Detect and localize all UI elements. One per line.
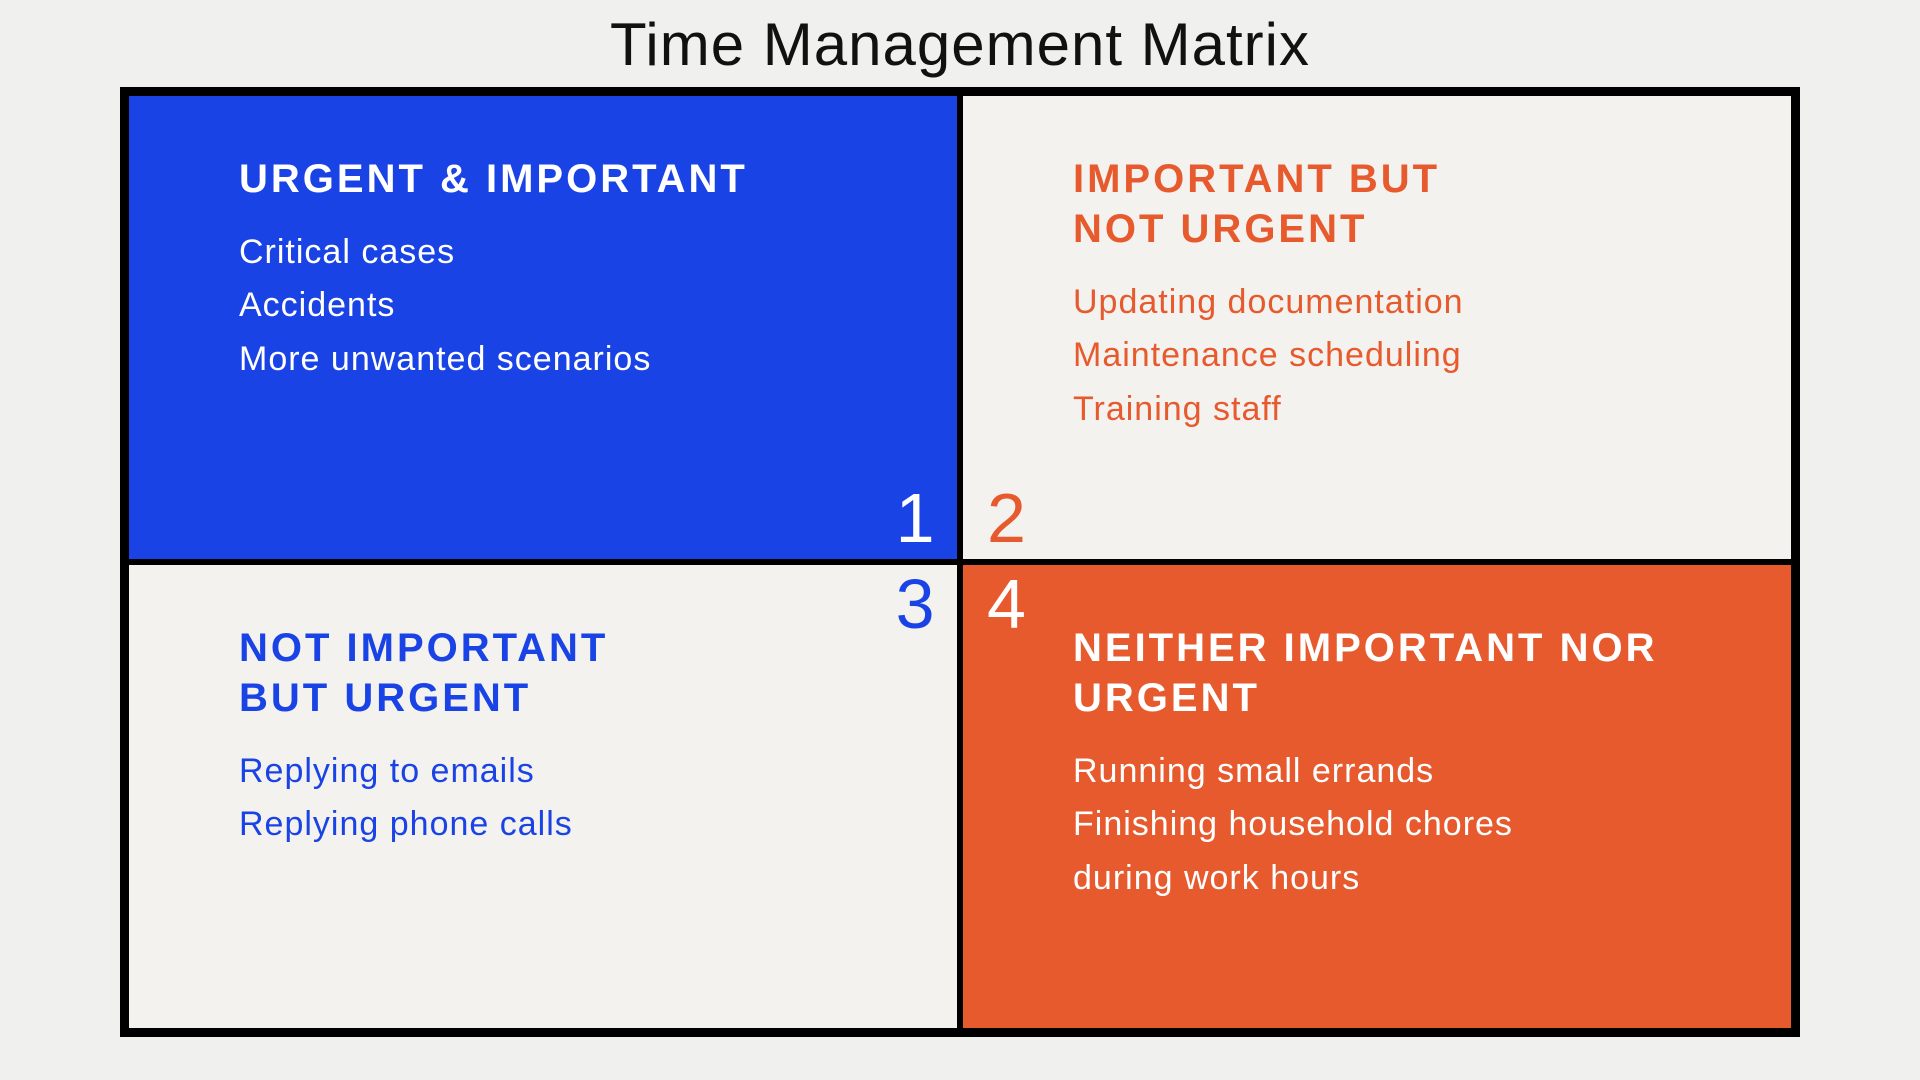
- list-item: Replying to emails: [239, 747, 901, 796]
- list-item: Training staff: [1073, 385, 1735, 434]
- quadrant-3-number: 3: [896, 569, 935, 639]
- quadrant-3-heading: NOT IMPORTANTBUT URGENT: [239, 623, 901, 723]
- list-item: Finishing household chores: [1073, 800, 1735, 849]
- list-item: Critical cases: [239, 228, 901, 277]
- quadrant-1: URGENT & IMPORTANT Critical casesAcciden…: [126, 93, 960, 562]
- quadrant-1-heading: URGENT & IMPORTANT: [239, 154, 901, 204]
- list-item: during work hours: [1073, 854, 1735, 903]
- quadrant-3: NOT IMPORTANTBUT URGENT Replying to emai…: [126, 562, 960, 1031]
- quadrant-4-heading: NEITHER IMPORTANT NORURGENT: [1073, 623, 1735, 723]
- page-title: Time Management Matrix: [0, 10, 1920, 79]
- quadrant-1-items: Critical casesAccidents More unwanted sce…: [239, 228, 901, 384]
- list-item: More unwanted scenarios: [239, 335, 901, 384]
- quadrant-4: NEITHER IMPORTANT NORURGENT Running smal…: [960, 562, 1794, 1031]
- quadrant-4-number: 4: [987, 569, 1026, 639]
- list-item: Replying phone calls: [239, 800, 901, 849]
- quadrant-2: IMPORTANT BUTNOT URGENT Updating documen…: [960, 93, 1794, 562]
- quadrant-3-items: Replying to emailsReplying phone calls: [239, 747, 901, 850]
- quadrant-2-number: 2: [987, 483, 1026, 553]
- quadrant-4-items: Running small errandsFinishing household…: [1073, 747, 1735, 903]
- quadrant-2-heading: IMPORTANT BUTNOT URGENT: [1073, 154, 1735, 254]
- list-item: Maintenance scheduling: [1073, 331, 1735, 380]
- list-item: Running small errands: [1073, 747, 1735, 796]
- quadrant-2-items: Updating documentationMaintenance schedu…: [1073, 278, 1735, 434]
- list-item: Updating documentation: [1073, 278, 1735, 327]
- quadrant-1-number: 1: [896, 483, 935, 553]
- matrix-stage: Time Management Matrix URGENT & IMPORTAN…: [0, 0, 1920, 1080]
- list-item: Accidents: [239, 281, 901, 330]
- matrix-grid: URGENT & IMPORTANT Critical casesAcciden…: [120, 87, 1800, 1037]
